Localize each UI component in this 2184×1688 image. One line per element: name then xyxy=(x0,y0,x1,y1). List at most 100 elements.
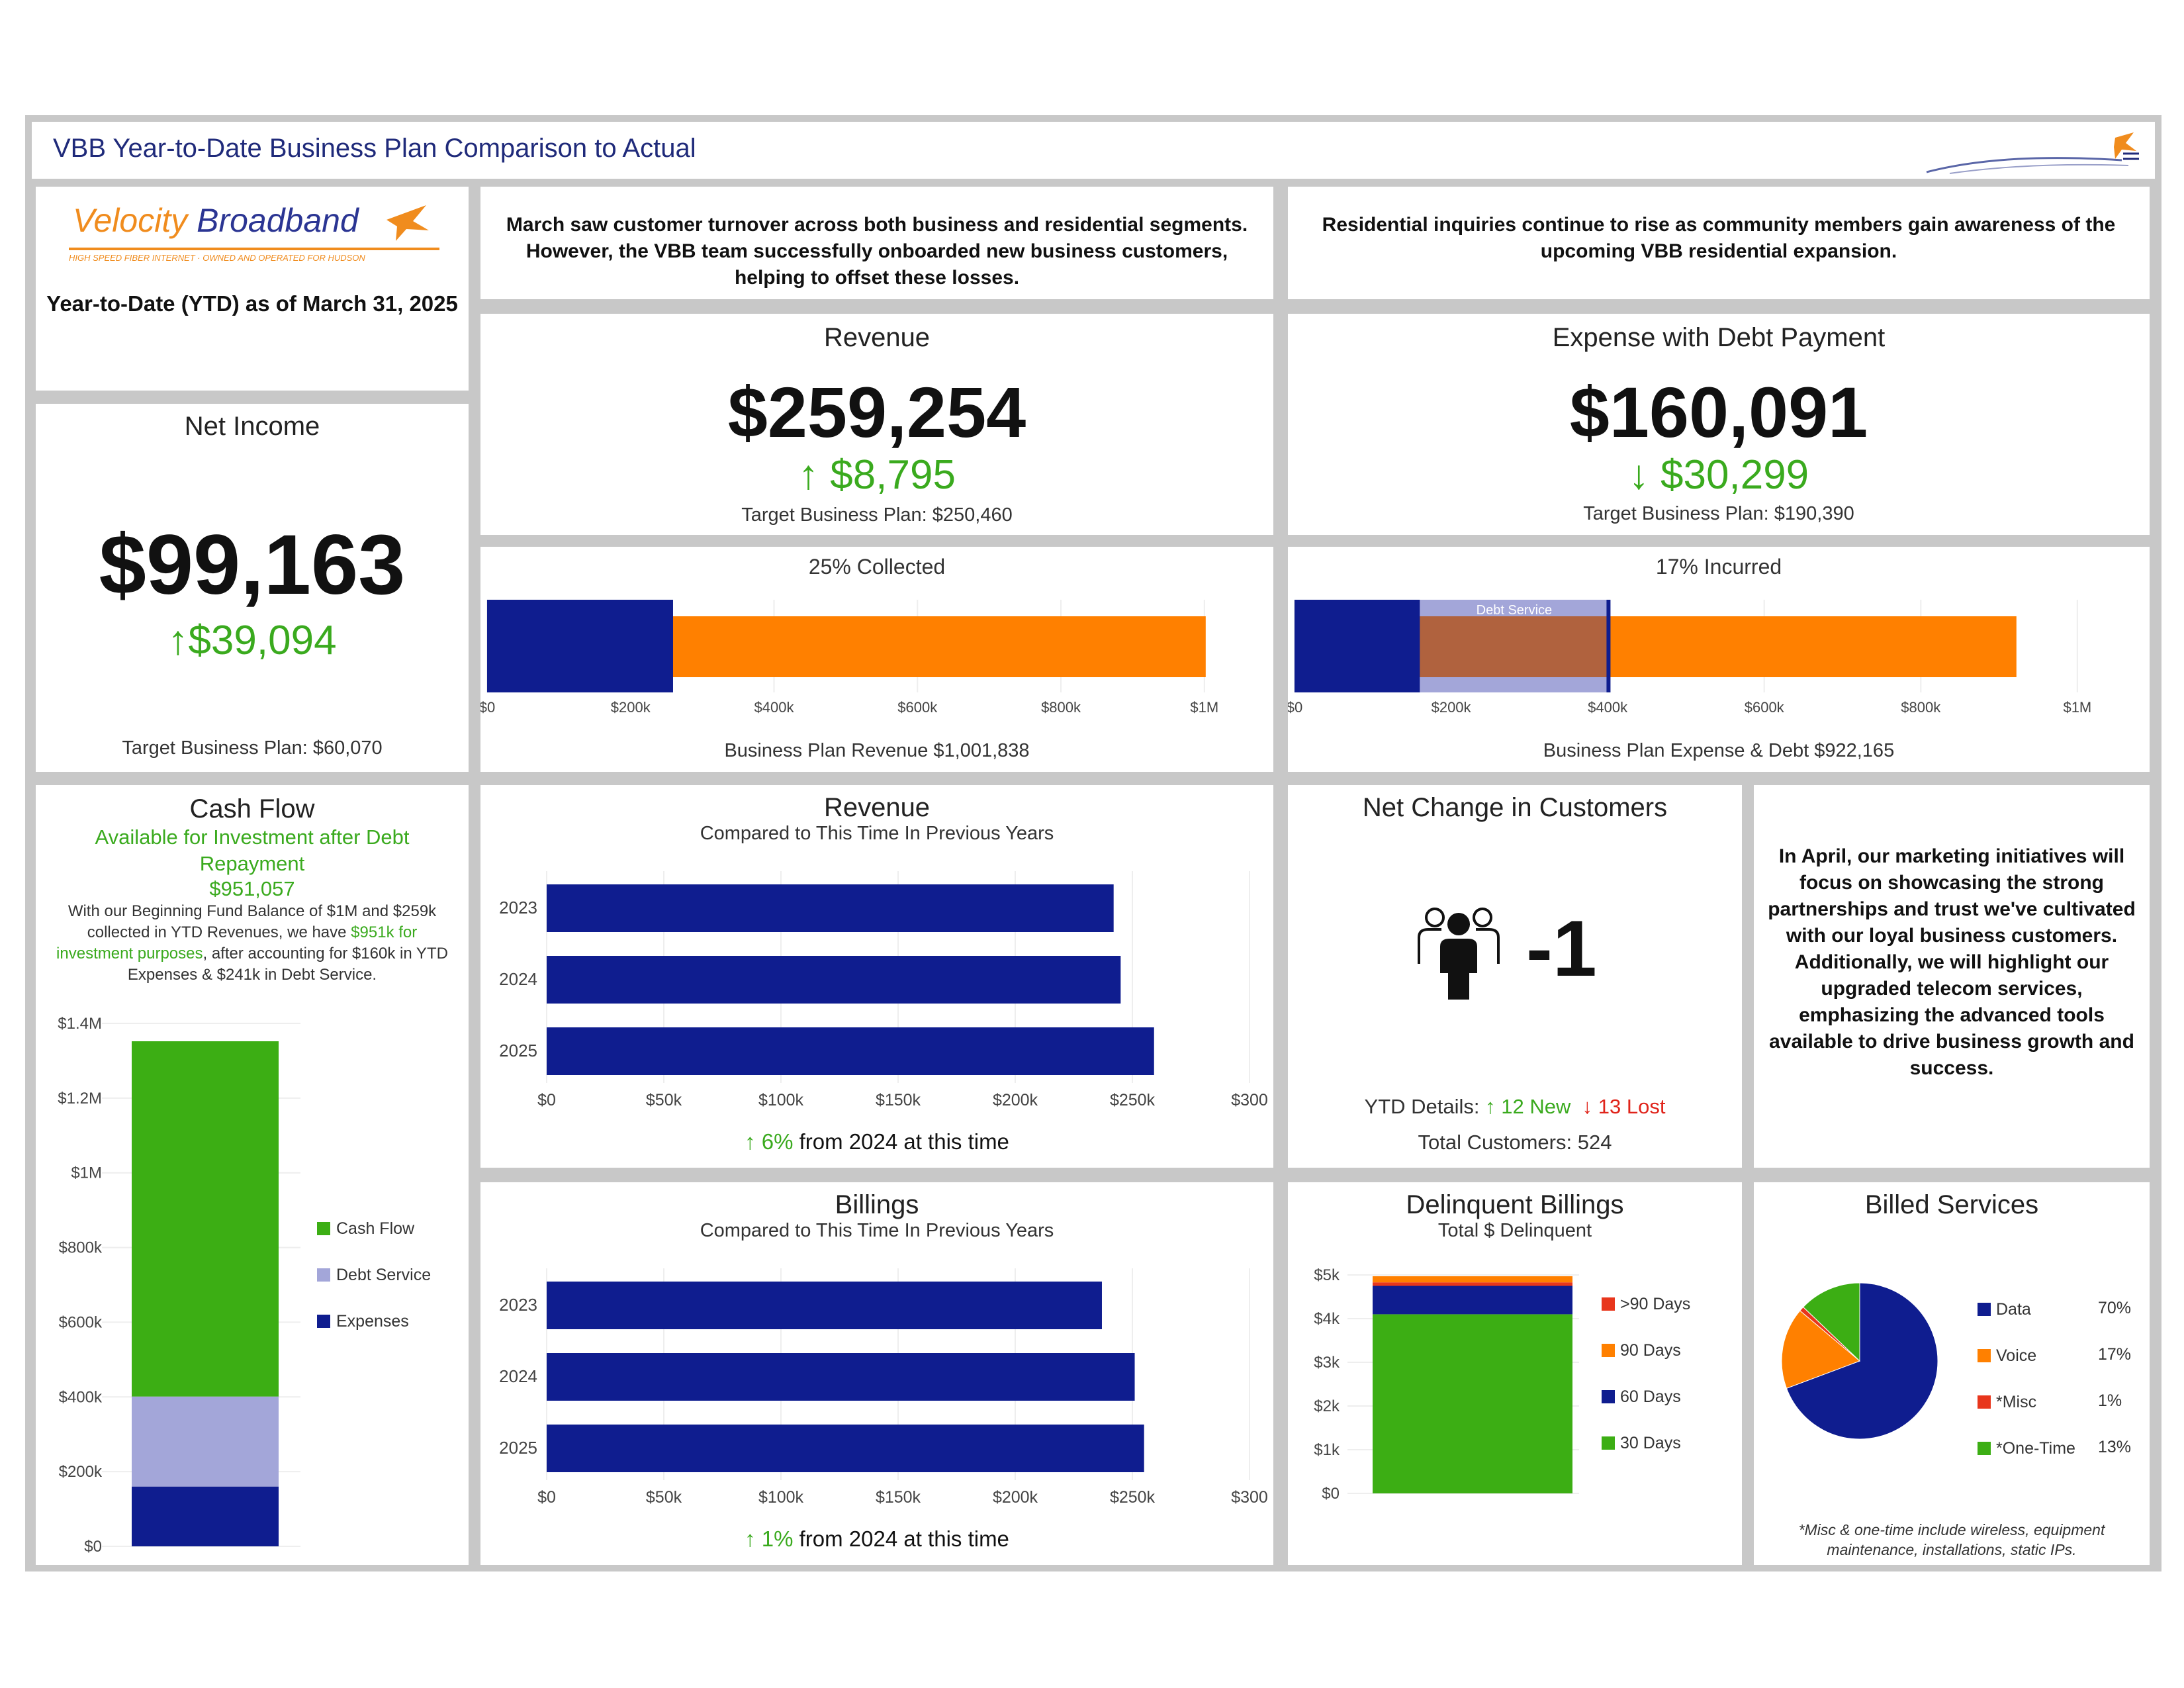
brand-swoosh xyxy=(69,248,439,250)
x-tick-label: $1M xyxy=(2063,699,2091,716)
expense-kpi-delta: ↓ $30,299 xyxy=(1628,452,1809,498)
bar-2025 xyxy=(547,1027,1154,1075)
legend-pct: 70% xyxy=(2098,1299,2131,1317)
customers-details-label: YTD Details: xyxy=(1364,1095,1486,1118)
billed-services-title: Billed Services xyxy=(1864,1190,2039,1219)
legend-swatch xyxy=(317,1315,330,1328)
legend-label: Cash Flow xyxy=(336,1219,415,1238)
pie-slice-data xyxy=(1786,1282,1938,1440)
bar-2025 xyxy=(547,1425,1144,1472)
legend-label: *One-Time xyxy=(1996,1439,2075,1458)
legend-label: 90 Days xyxy=(1620,1341,1681,1360)
bar-collected xyxy=(487,600,673,692)
bar-debt-overlap xyxy=(1420,616,1609,677)
logo-panel: Velocity Broadband HIGH SPEED FIBER INTE… xyxy=(36,187,469,391)
revenue-kpi-title: Revenue xyxy=(823,323,931,352)
x-tick-label: $1M xyxy=(1190,699,1218,716)
x-tick-label: $250k xyxy=(1110,1488,1156,1507)
bar-60days xyxy=(1373,1286,1572,1315)
y-tick-label: 2024 xyxy=(499,969,537,989)
y-tick-label: $0 xyxy=(1322,1485,1340,1503)
y-tick-label: $3k xyxy=(1314,1354,1340,1372)
expense-progress-title: 17% Incurred xyxy=(1655,555,1782,579)
brand-tagline: HIGH SPEED FIBER INTERNET · OWNED AND OP… xyxy=(69,253,365,263)
y-tick-label: $1.4M xyxy=(58,1015,102,1033)
april-note: In April, our marketing initiatives will… xyxy=(1768,845,2136,1079)
y-tick-label: $1M xyxy=(71,1164,102,1182)
bar-2024 xyxy=(547,956,1121,1004)
billings-history-pct: ↑ 1% xyxy=(745,1526,794,1551)
expense-kpi-target: Target Business Plan: $190,390 xyxy=(1583,503,1854,524)
x-tick-label: $250k xyxy=(1110,1091,1156,1109)
y-tick-label: $0 xyxy=(84,1538,102,1556)
brand-logo: Velocity Broadband xyxy=(73,201,359,240)
y-tick-label: $200k xyxy=(59,1463,103,1481)
legend-swatch xyxy=(1602,1436,1615,1450)
revenue-history-pct: ↑ 6% xyxy=(745,1129,794,1154)
legend-label: Voice xyxy=(1996,1346,2036,1365)
bar-2024 xyxy=(547,1353,1135,1401)
x-tick-label: $100k xyxy=(758,1488,804,1507)
x-tick-label: $0 xyxy=(537,1091,556,1109)
legend-swatch xyxy=(1978,1303,1991,1316)
net-income-delta: ↑$39,094 xyxy=(167,618,337,663)
billings-history-card: Billings Compared to This Time In Previo… xyxy=(480,1182,1273,1565)
y-tick-label: 2023 xyxy=(499,898,537,917)
customers-value: -1 xyxy=(1526,904,1597,993)
cash-flow-title: Cash Flow xyxy=(189,794,315,823)
business-note-card: March saw customer turnover across both … xyxy=(480,187,1273,299)
cash-flow-chart: $0 $200k $400k $600k $800k $1M $1.2M $1.4M Cash … xyxy=(58,1015,431,1556)
revenue-progress-title: 25% Collected xyxy=(808,555,946,579)
x-tick-label: $400k xyxy=(1588,699,1628,716)
legend-pct: 17% xyxy=(2098,1345,2131,1364)
page-title: VBB Year-to-Date Business Plan Compariso… xyxy=(53,134,696,163)
revenue-history-foot-text: from 2024 at this time xyxy=(793,1129,1009,1154)
net-income-title: Net Income xyxy=(184,412,320,441)
revenue-history-chart: $0 $50k $100k $150k $200k $250k $300 2023 2024 20… xyxy=(499,871,1268,1109)
revenue-history-card: Revenue Compared to This Time In Previou… xyxy=(480,785,1273,1168)
billings-history-title: Billings xyxy=(835,1190,919,1219)
revenue-kpi-delta: ↑ $8,795 xyxy=(798,452,956,498)
legend-label: >90 Days xyxy=(1620,1295,1690,1313)
expense-progress-footer: Business Plan Expense & Debt $922,165 xyxy=(1543,740,1895,761)
customers-total: Total Customers: 524 xyxy=(1418,1131,1612,1154)
legend-swatch xyxy=(1978,1349,1991,1362)
y-tick-label: $600k xyxy=(59,1313,103,1331)
y-tick-label: $1k xyxy=(1314,1441,1340,1459)
ytd-label: Year-to-Date (YTD) as of March 31, 2025 xyxy=(46,291,458,316)
legend-label: *Misc xyxy=(1996,1393,2036,1411)
bar-cash-flow xyxy=(132,1041,279,1397)
y-tick-label: $1.2M xyxy=(58,1090,102,1107)
cash-flow-description: With our Beginning Fund Balance of $1M a… xyxy=(36,901,469,986)
cash-flow-desc-a: With our Beginning Fund Balance of $1M a… xyxy=(68,902,437,941)
revenue-history-title: Revenue xyxy=(823,793,931,822)
net-income-value: $99,163 xyxy=(99,518,406,612)
delinquent-chart: $0 $1k $2k $3k $4k $5k >90 Days 90 Days 60 Days 3… xyxy=(1314,1266,1690,1503)
bar-90days xyxy=(1373,1276,1572,1283)
x-tick-label: $50k xyxy=(646,1488,682,1507)
customers-new: ↑ 12 New xyxy=(1485,1095,1571,1118)
x-tick-label: $200k xyxy=(993,1488,1038,1507)
legend-swatch xyxy=(317,1222,330,1235)
x-tick-label: $800k xyxy=(1901,699,1941,716)
cash-flow-subtitle: Available for Investment after Debt Repa… xyxy=(95,825,410,875)
customers-title: Net Change in Customers xyxy=(1362,793,1668,822)
bar-expenses xyxy=(132,1486,279,1546)
bar-debt-service xyxy=(132,1396,279,1487)
customers-lost: ↓ 13 Lost xyxy=(1582,1095,1666,1118)
delinquent-card: Delinquent Billings Total $ Delinquent $… xyxy=(1288,1182,1742,1565)
bird-icon xyxy=(387,205,429,241)
revenue-progress-chart: $0 $200k $400k $600k $800k $1M xyxy=(480,600,1218,716)
x-tick-label: $300 xyxy=(1231,1091,1268,1109)
billed-services-footnote: *Misc & one-time include wireless, equip… xyxy=(1798,1521,2105,1558)
x-tick-label: $150k xyxy=(876,1488,921,1507)
delinquent-title: Delinquent Billings xyxy=(1406,1190,1624,1219)
x-tick-label: $600k xyxy=(1745,699,1785,716)
cash-flow-card: Cash Flow Available for Investment after… xyxy=(36,785,469,1565)
brand-velocity: Velocity xyxy=(73,202,188,239)
expense-progress-card: 17% Incurred $0 $200k $400k $600k $800k $1M De… xyxy=(1288,547,2150,772)
customers-card: Net Change in Customers -1 YTD Details: … xyxy=(1288,785,1742,1168)
revenue-kpi-target: Target Business Plan: $250,460 xyxy=(741,504,1013,526)
pie-slice-onetime xyxy=(1802,1282,1860,1362)
april-note-card: In April, our marketing initiatives will… xyxy=(1754,785,2150,1168)
